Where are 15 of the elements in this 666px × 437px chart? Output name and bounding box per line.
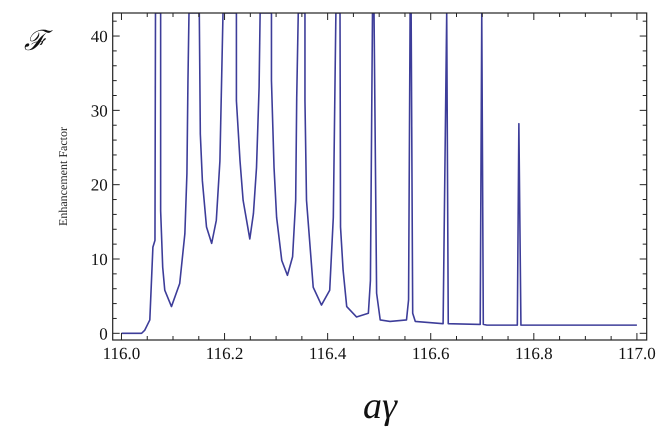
- y-tick-label: 0: [99, 324, 108, 344]
- line-series: [120, 13, 638, 334]
- x-tick-label: 116.2: [206, 344, 244, 363]
- y-tick-label: 40: [90, 27, 108, 46]
- x-tick-label: 117.0: [618, 344, 656, 363]
- y-tick-label: 30: [90, 101, 108, 120]
- x-tick-label: 116.6: [412, 344, 450, 363]
- x-tick-label: 116.8: [515, 344, 553, 363]
- x-tick-label: 116.4: [308, 344, 347, 363]
- text: ℱ: [24, 26, 53, 57]
- y-tick-label: 20: [90, 176, 108, 195]
- y-tick-label: 10: [90, 250, 108, 269]
- x-tick-label: 116.0: [102, 344, 140, 363]
- x-axis-title: aγ: [363, 385, 398, 427]
- y-axis-title: Enhancement Factor: [56, 127, 70, 226]
